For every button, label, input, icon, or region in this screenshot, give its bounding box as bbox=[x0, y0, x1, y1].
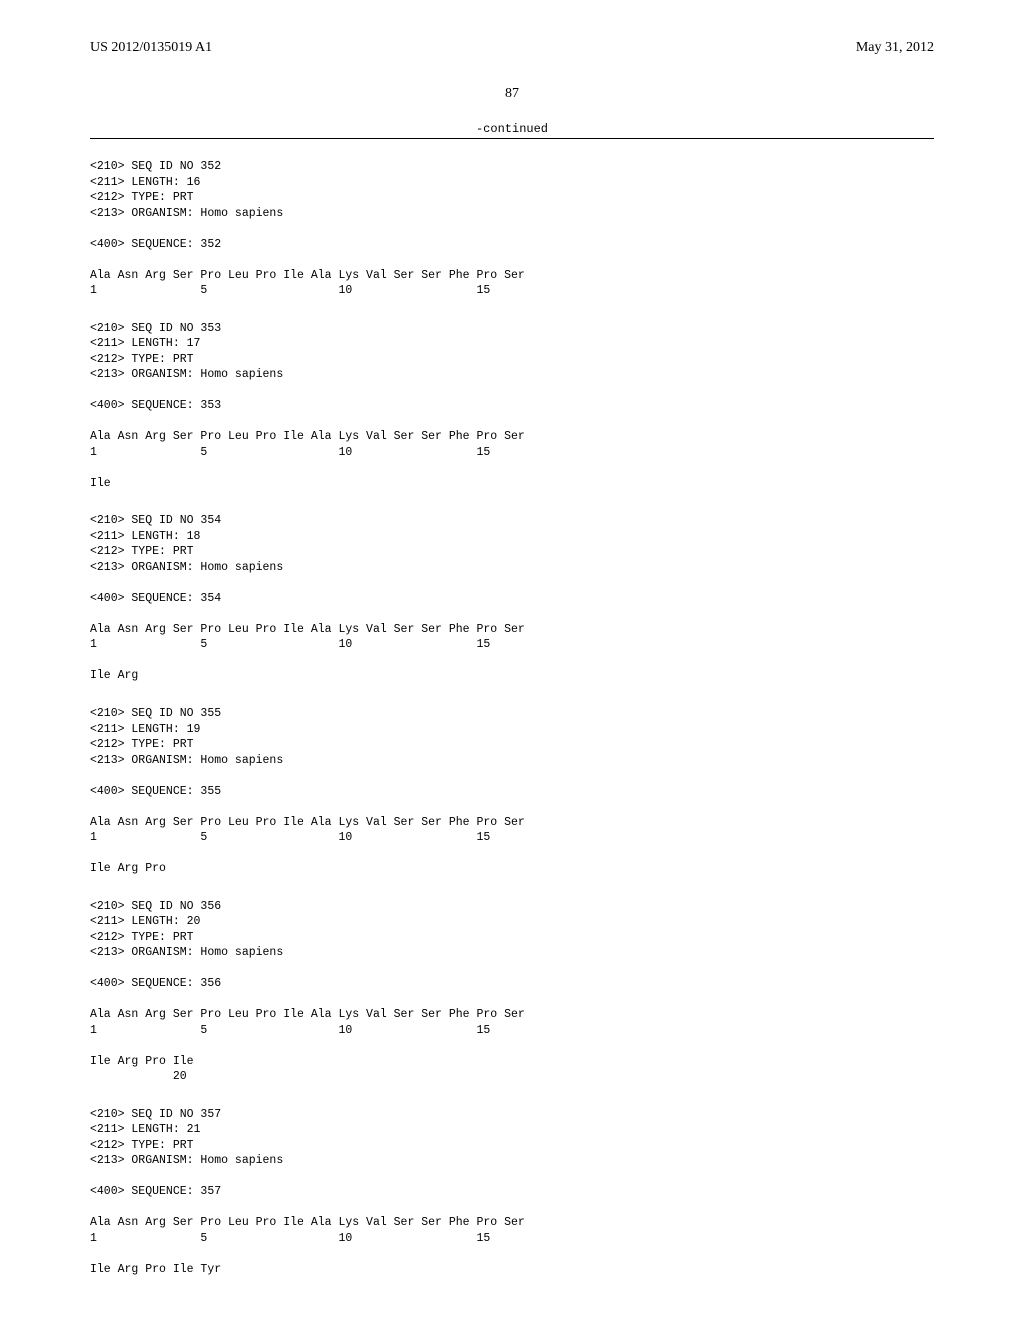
page-number: 87 bbox=[90, 86, 934, 102]
sequence-block: <210> SEQ ID NO 353 <211> LENGTH: 17 <21… bbox=[90, 321, 934, 492]
page-header: US 2012/0135019 A1 May 31, 2012 bbox=[90, 40, 934, 56]
sequence-block: <210> SEQ ID NO 355 <211> LENGTH: 19 <21… bbox=[90, 706, 934, 877]
continued-label: -continued bbox=[90, 122, 934, 136]
publication-date: May 31, 2012 bbox=[856, 40, 934, 56]
horizontal-rule bbox=[90, 138, 934, 139]
publication-number: US 2012/0135019 A1 bbox=[90, 40, 212, 56]
sequence-block: <210> SEQ ID NO 357 <211> LENGTH: 21 <21… bbox=[90, 1107, 934, 1278]
sequence-block: <210> SEQ ID NO 356 <211> LENGTH: 20 <21… bbox=[90, 899, 934, 1085]
patent-page: US 2012/0135019 A1 May 31, 2012 87 -cont… bbox=[0, 0, 1024, 1320]
sequence-block: <210> SEQ ID NO 352 <211> LENGTH: 16 <21… bbox=[90, 159, 934, 299]
sequence-block: <210> SEQ ID NO 354 <211> LENGTH: 18 <21… bbox=[90, 513, 934, 684]
sequence-listing: <210> SEQ ID NO 352 <211> LENGTH: 16 <21… bbox=[90, 159, 934, 1278]
